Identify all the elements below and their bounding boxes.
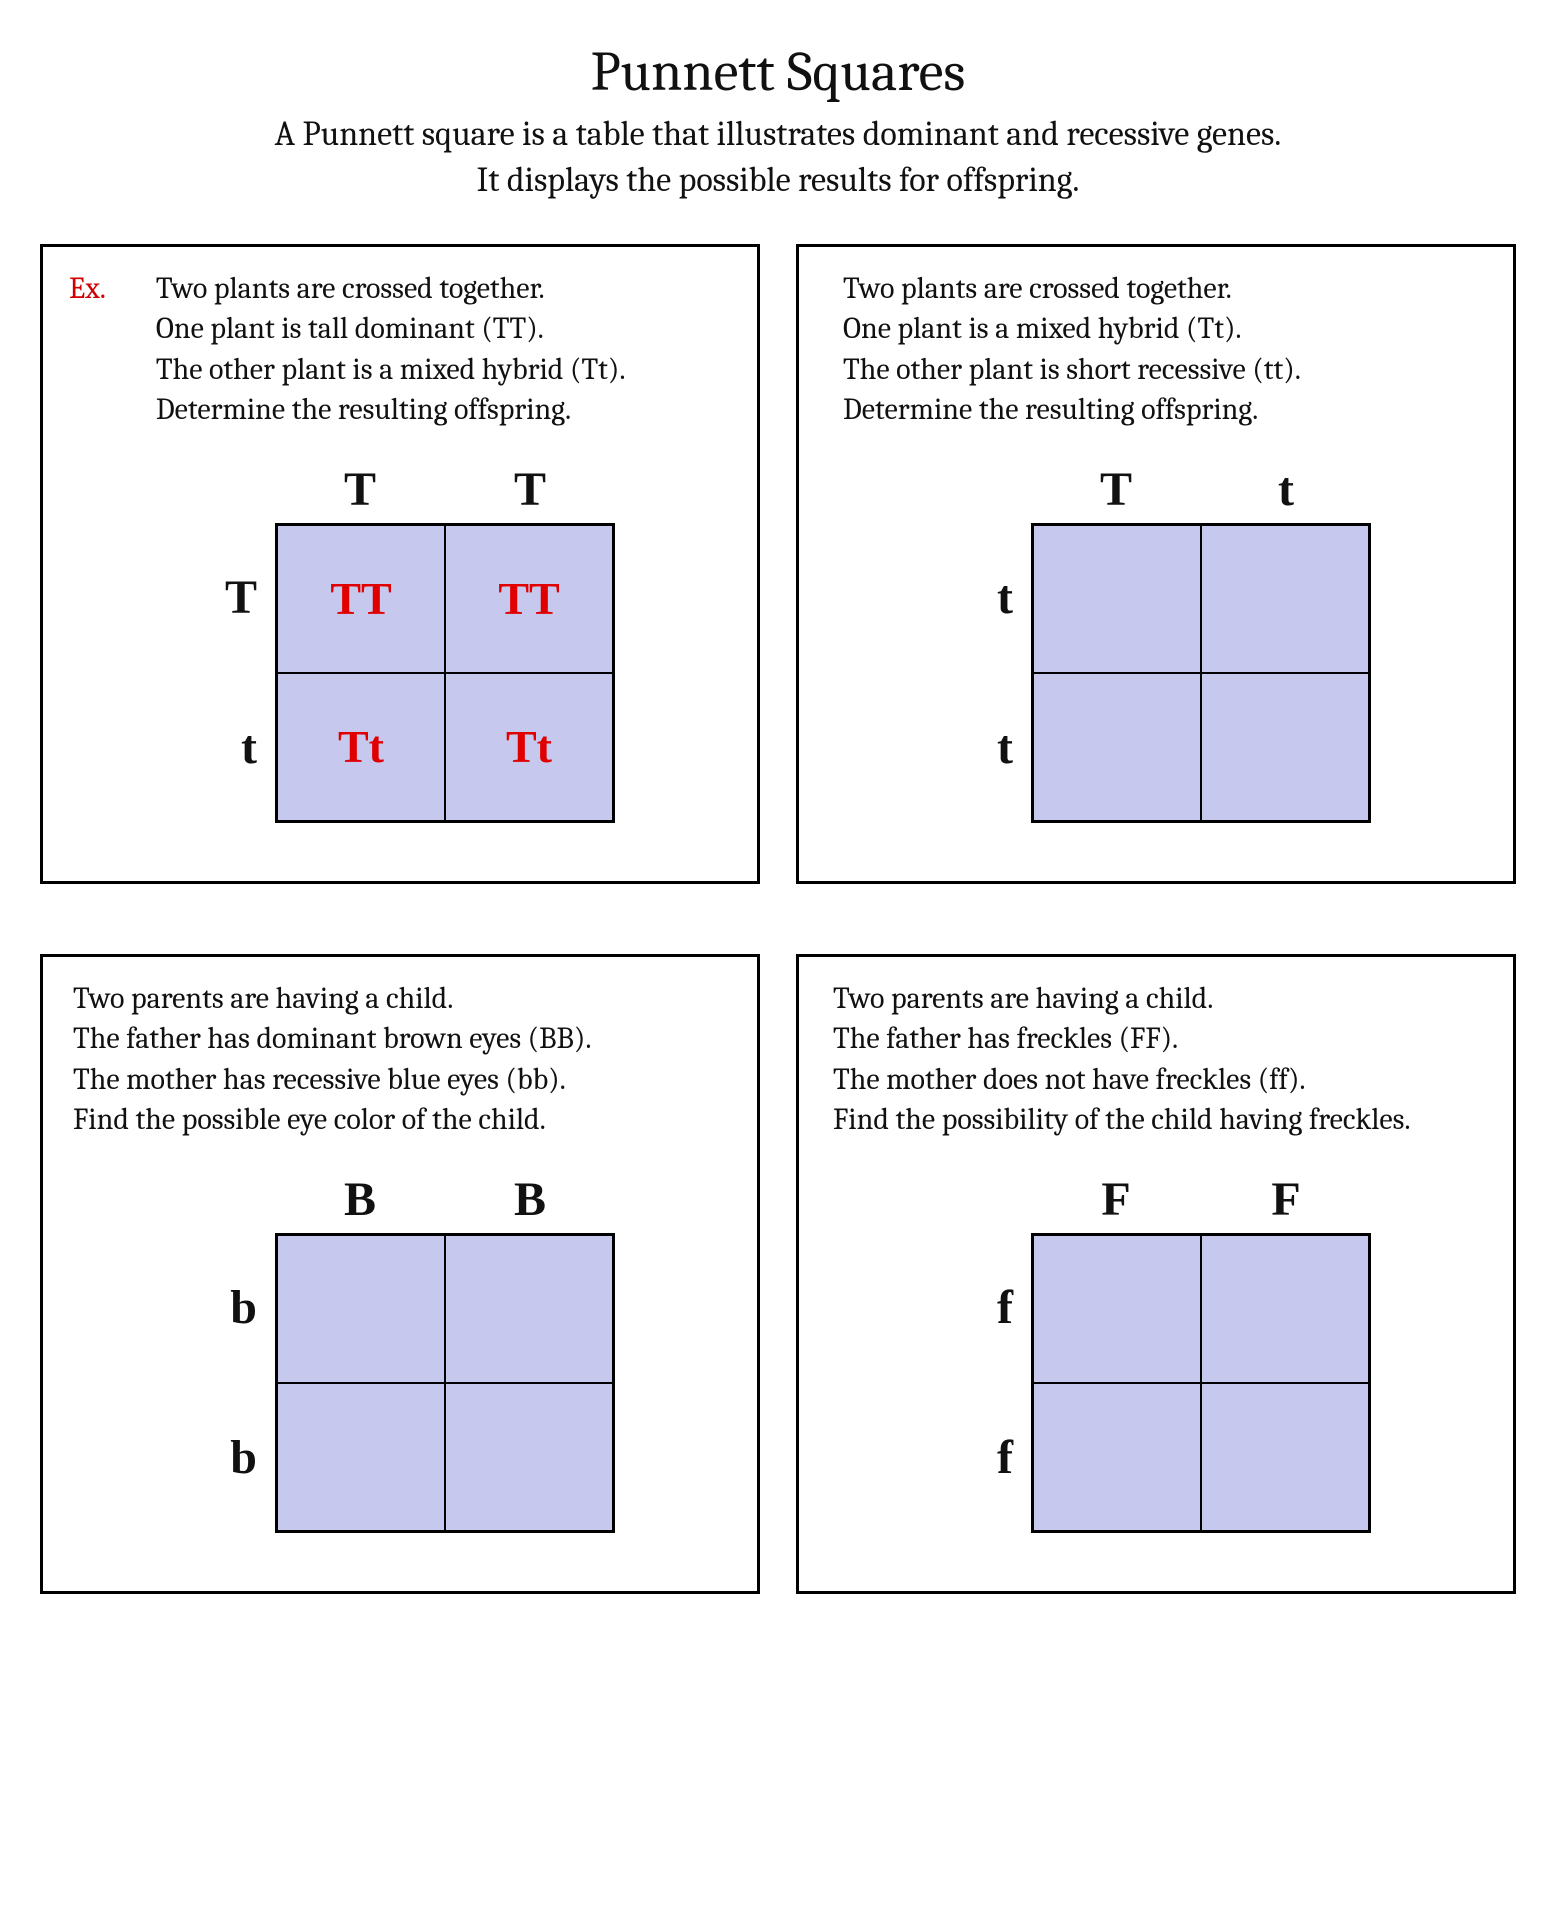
psq-top-allele: T — [1031, 453, 1201, 523]
psq-side-allele: b — [185, 1383, 275, 1533]
psq-top-allele: B — [275, 1163, 445, 1233]
prompt-line: Find the possible eye color of the child… — [73, 1102, 546, 1137]
page-subtitle: A Punnett square is a table that illustr… — [103, 112, 1453, 204]
psq-top-allele: B — [445, 1163, 615, 1233]
panel-problem: Two plants are crossed together. One pla… — [796, 244, 1516, 884]
prompt-line: Determine the resulting offspring. — [843, 392, 1258, 427]
psq-corner — [185, 1163, 275, 1233]
psq-cell: TT — [445, 523, 615, 673]
panel-prompt: Two parents are having a child. The fath… — [825, 979, 1487, 1141]
panel-example: Ex. Two plants are crossed together. One… — [40, 244, 760, 884]
psq-top-allele: T — [445, 453, 615, 523]
psq-side-allele: t — [941, 523, 1031, 673]
psq-cell — [1201, 523, 1371, 673]
psq-cell — [445, 1233, 615, 1383]
panel-prompt: Two plants are crossed together. One pla… — [825, 269, 1487, 431]
subtitle-line-2: It displays the possible results for off… — [477, 160, 1080, 200]
punnett-square: T t t t — [941, 453, 1371, 823]
prompt-line: Determine the resulting offspring. — [156, 392, 571, 427]
prompt-line: The father has freckles (FF). — [833, 1021, 1178, 1056]
psq-side-allele: t — [941, 673, 1031, 823]
prompt-line: Two parents are having a child. — [833, 981, 1213, 1016]
psq-top-allele: F — [1031, 1163, 1201, 1233]
psq-cell — [1031, 1233, 1201, 1383]
panel-grid: Ex. Two plants are crossed together. One… — [40, 244, 1516, 1594]
psq-top-allele: T — [275, 453, 445, 523]
psq-side-allele: f — [941, 1233, 1031, 1383]
prompt-line: Two parents are having a child. — [73, 981, 453, 1016]
panel-prompt: Ex. Two plants are crossed together. One… — [69, 269, 731, 431]
prompt-line: One plant is a mixed hybrid (Tt). — [843, 311, 1242, 346]
prompt-line: The mother has recessive blue eyes (bb). — [73, 1062, 566, 1097]
psq-cell — [445, 1383, 615, 1533]
psq-cell: TT — [275, 523, 445, 673]
psq-cell — [1031, 1383, 1201, 1533]
punnett-square: B B b b — [185, 1163, 615, 1533]
psq-side-allele: f — [941, 1383, 1031, 1533]
page-title: Punnett Squares — [40, 40, 1516, 104]
prompt-line: One plant is tall dominant (TT). — [156, 311, 544, 346]
prompt-line: The father has dominant brown eyes (BB). — [73, 1021, 592, 1056]
prompt-line: Find the possibility of the child having… — [833, 1102, 1411, 1137]
example-label: Ex. — [69, 269, 106, 310]
panel-problem: Two parents are having a child. The fath… — [40, 954, 760, 1594]
subtitle-line-1: A Punnett square is a table that illustr… — [275, 114, 1282, 154]
psq-side-allele: t — [185, 673, 275, 823]
psq-cell — [1031, 523, 1201, 673]
psq-cell: Tt — [445, 673, 615, 823]
psq-corner — [941, 1163, 1031, 1233]
prompt-line: The other plant is short recessive (tt). — [843, 352, 1301, 387]
prompt-line: The mother does not have freckles (ff). — [833, 1062, 1306, 1097]
psq-cell — [1201, 673, 1371, 823]
punnett-square: T T T TT TT t Tt Tt — [185, 453, 615, 823]
psq-top-allele: t — [1201, 453, 1371, 523]
psq-cell — [275, 1383, 445, 1533]
psq-cell — [1201, 1383, 1371, 1533]
worksheet-page: Punnett Squares A Punnett square is a ta… — [0, 0, 1556, 1654]
psq-cell: Tt — [275, 673, 445, 823]
prompt-line: The other plant is a mixed hybrid (Tt). — [156, 352, 626, 387]
panel-problem: Two parents are having a child. The fath… — [796, 954, 1516, 1594]
psq-side-allele: b — [185, 1233, 275, 1383]
psq-cell — [1031, 673, 1201, 823]
psq-corner — [185, 453, 275, 523]
psq-top-allele: F — [1201, 1163, 1371, 1233]
psq-side-allele: T — [185, 523, 275, 673]
psq-cell — [1201, 1233, 1371, 1383]
psq-corner — [941, 453, 1031, 523]
prompt-line: Two plants are crossed together. — [843, 271, 1232, 306]
psq-cell — [275, 1233, 445, 1383]
punnett-square: F F f f — [941, 1163, 1371, 1533]
panel-prompt: Two parents are having a child. The fath… — [69, 979, 731, 1141]
prompt-line: Two plants are crossed together. — [156, 271, 545, 306]
